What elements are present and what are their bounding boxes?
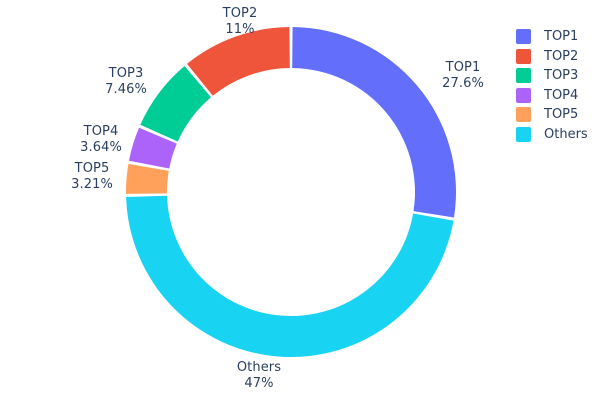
donut-slice-top2[interactable] <box>186 27 290 96</box>
slice-label-top5: TOP5 3.21% <box>42 161 142 193</box>
legend-label: Others <box>544 126 588 142</box>
donut-slice-top4[interactable] <box>128 127 177 169</box>
legend-item-others[interactable]: Others <box>516 125 600 145</box>
legend-label: TOP2 <box>544 48 579 64</box>
slice-label-top4-name: TOP4 <box>83 124 119 139</box>
legend-swatch-icon-top2 <box>516 48 531 64</box>
slice-label-top2: TOP2 11% <box>190 6 290 38</box>
legend-item-top1[interactable]: TOP1 <box>516 27 600 47</box>
slice-label-top2-value: 11% <box>225 22 255 37</box>
donut-slice-top1[interactable] <box>292 27 457 218</box>
legend-label: TOP4 <box>544 87 579 103</box>
legend-swatch-icon-top5 <box>516 107 531 123</box>
slice-label-others-name: Others <box>236 360 282 375</box>
slice-label-top2-name: TOP2 <box>222 6 258 21</box>
slice-label-top3: TOP3 7.46% <box>76 66 176 98</box>
slice-label-top3-value: 7.46% <box>105 82 147 97</box>
legend-label: TOP5 <box>544 107 579 123</box>
slice-label-top5-name: TOP5 <box>74 161 110 176</box>
legend-label: TOP1 <box>544 29 579 45</box>
slice-label-others: Others 47% <box>209 360 309 392</box>
donut-slices <box>126 27 457 357</box>
legend-item-top3[interactable]: TOP3 <box>516 66 600 86</box>
slice-label-others-value: 47% <box>244 376 274 391</box>
slice-label-top1-value: 27.6% <box>442 76 484 91</box>
slice-label-top1: TOP1 27.6% <box>413 60 513 92</box>
legend-item-top5[interactable]: TOP5 <box>516 105 600 125</box>
legend-item-top2[interactable]: TOP2 <box>516 47 600 67</box>
slice-label-top1-name: TOP1 <box>445 60 481 75</box>
slice-label-top5-value: 3.21% <box>71 177 113 192</box>
donut-slice-top3[interactable] <box>140 65 211 142</box>
slice-label-top3-name: TOP3 <box>108 66 144 81</box>
legend-swatch-icon-top1 <box>516 29 531 45</box>
legend: TOP1 TOP2 TOP3 TOP4 TOP5 Others <box>516 27 600 144</box>
slice-label-top4: TOP4 3.64% <box>51 124 151 156</box>
legend-swatch-icon-top3 <box>516 68 531 84</box>
legend-swatch-icon-others <box>516 126 531 142</box>
legend-item-top4[interactable]: TOP4 <box>516 86 600 106</box>
slice-label-top4-value: 3.64% <box>80 140 122 155</box>
donut-slice-top5[interactable] <box>126 163 169 194</box>
legend-swatch-icon-top4 <box>516 87 531 103</box>
legend-label: TOP3 <box>544 68 579 84</box>
donut-slice-others[interactable] <box>126 195 454 357</box>
